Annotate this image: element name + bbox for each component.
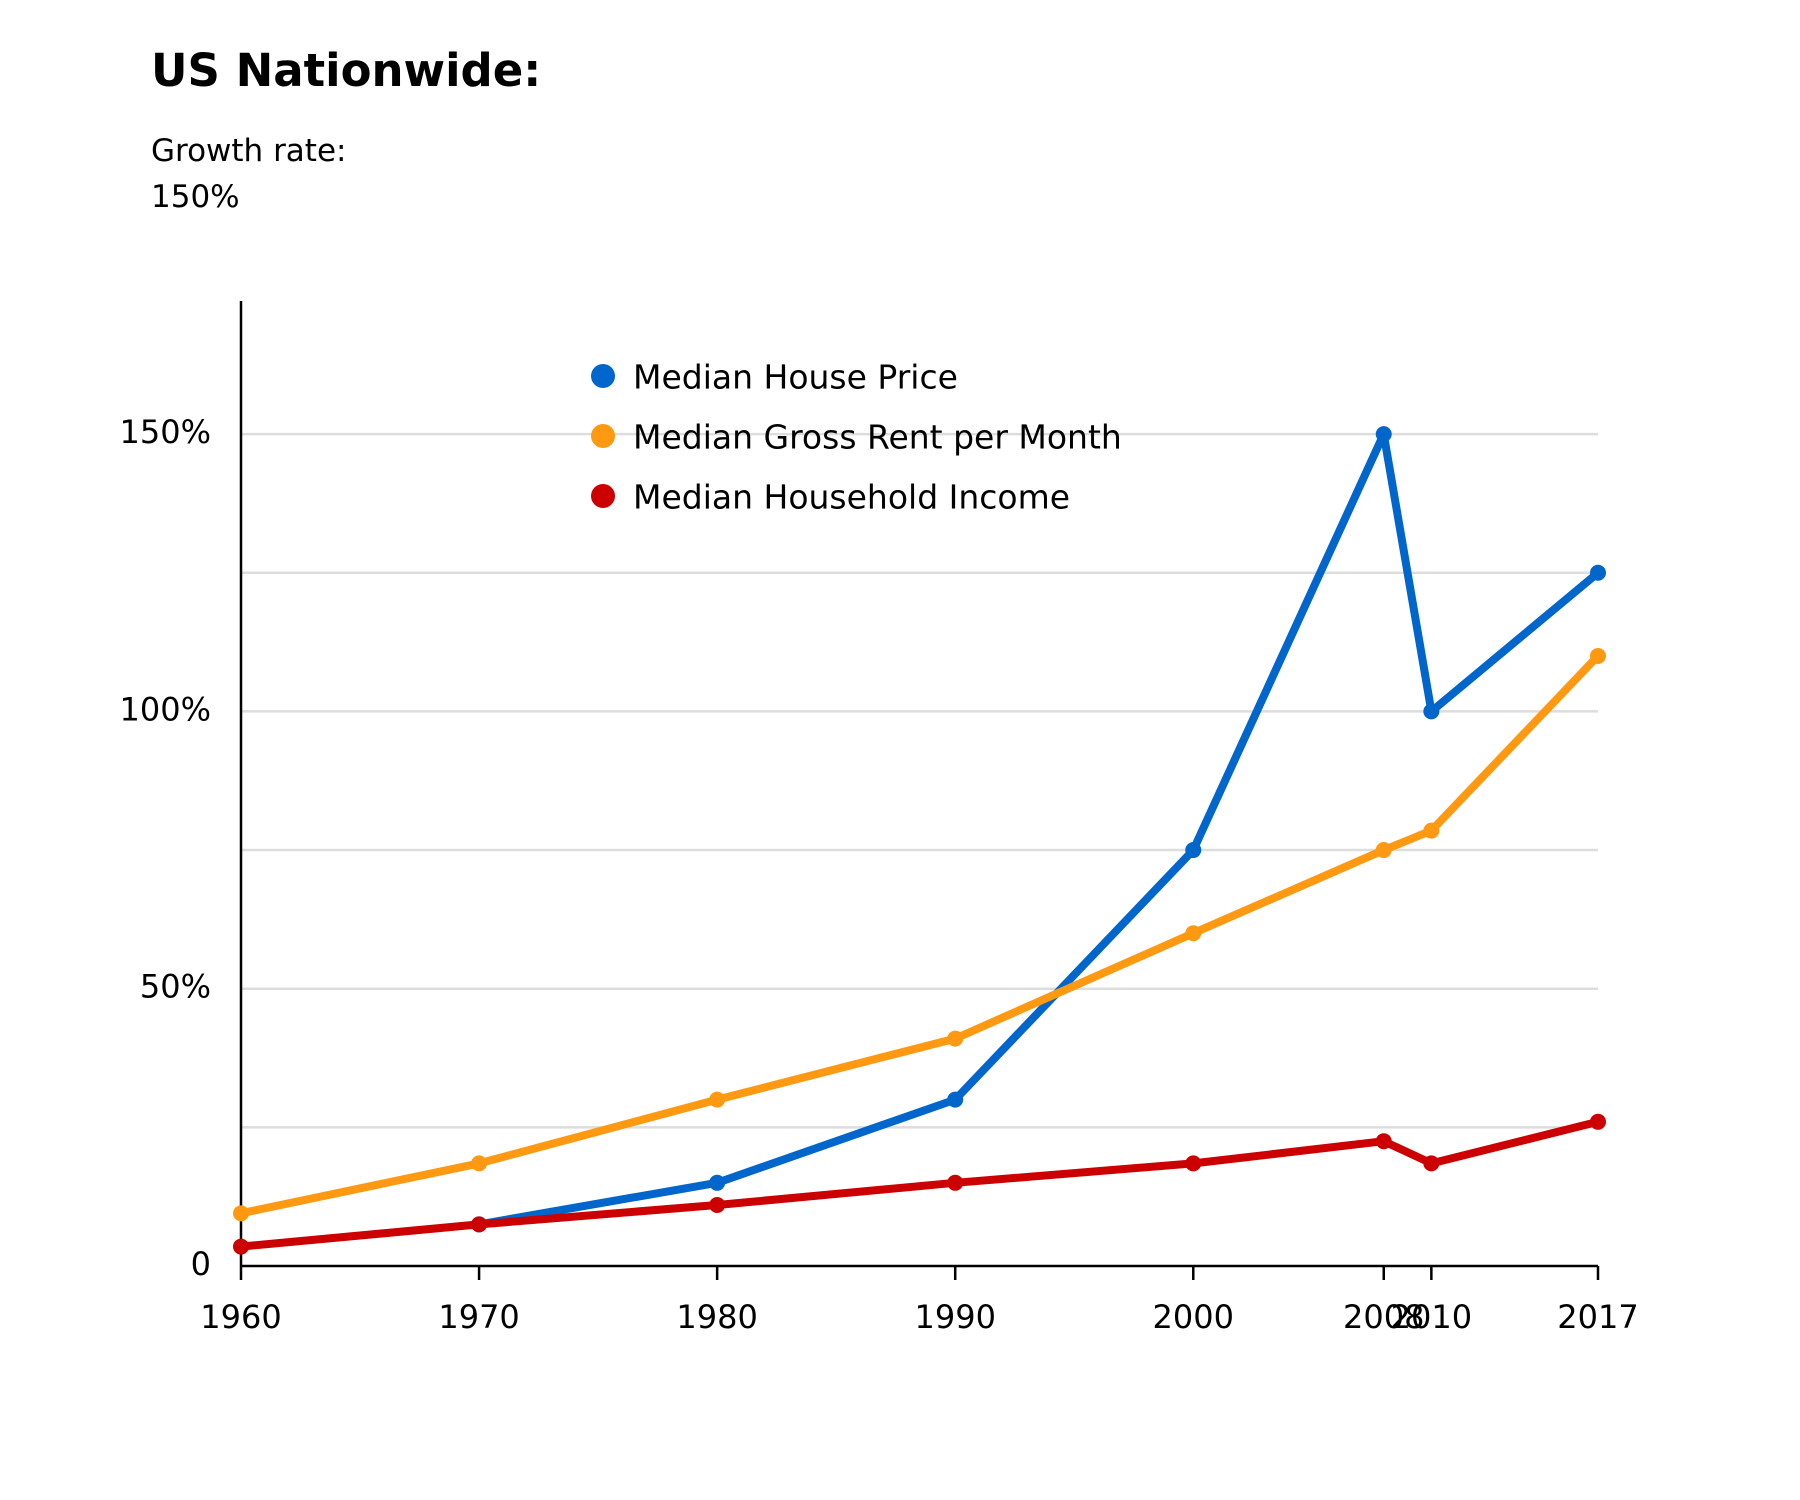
axes: 0 50% 100% 150% 1960 1970 1980 1990 2000 20082010… (120, 301, 1639, 1336)
legend-label-0: Median House Price (633, 358, 958, 397)
x-tick-label-4: 2000 (1153, 1298, 1234, 1336)
series-line-2 (237, 1117, 1602, 1251)
y-tick-label-3: 150% (120, 413, 211, 451)
x-tick-label-3: 1990 (914, 1298, 995, 1336)
x-tick-label-0: 1960 (200, 1298, 281, 1336)
data-point-1-4 (1185, 925, 1202, 942)
data-point-1-0 (233, 1205, 249, 1222)
chart-subtitle-value: 150% (151, 179, 240, 215)
y-tick-label-2: 100% (120, 690, 211, 728)
data-point-2-2 (709, 1196, 726, 1213)
data-point-0-6 (1590, 564, 1606, 581)
data-point-0-4 (1375, 426, 1392, 443)
legend: Median House Price Median Gross Rent per … (591, 358, 1122, 517)
data-point-2-3 (947, 1174, 964, 1191)
data-point-1-2 (709, 1091, 726, 1108)
legend-label-2: Median Household Income (633, 478, 1070, 517)
data-point-1-3 (947, 1030, 964, 1047)
legend-marker-2 (591, 484, 615, 508)
x-tick-label-5: 2008 (1343, 1298, 1424, 1336)
data-point-0-3 (1185, 842, 1202, 859)
chart-subtitle: Growth rate: (151, 133, 347, 169)
data-point-2-7 (1590, 1113, 1606, 1130)
data-point-2-4 (1185, 1155, 1202, 1172)
data-point-2-5 (1375, 1133, 1392, 1150)
grid-lines (241, 432, 1598, 1129)
data-point-0-2 (947, 1091, 964, 1108)
data-point-1-7 (1590, 647, 1606, 664)
series-line-1 (237, 651, 1602, 1218)
data-point-1-5 (1375, 842, 1392, 859)
x-tick-label-7: 2017 (1557, 1298, 1638, 1336)
data-point-1-1 (471, 1155, 488, 1172)
y-tick-label-0: 0 (191, 1245, 211, 1283)
legend-label-1: Median Gross Rent per Month (633, 418, 1122, 457)
data-point-0-1 (709, 1174, 726, 1191)
x-tick-label-1: 1970 (438, 1298, 519, 1336)
data-point-2-1 (471, 1216, 488, 1233)
data-point-0-5 (1423, 703, 1440, 720)
chart-title: US Nationwide: (151, 44, 542, 97)
series-lines (233, 426, 1606, 1255)
x-tick-label-2: 1980 (676, 1298, 757, 1336)
x-tick-label-6: 2010 (1391, 1298, 1472, 1336)
legend-marker-0 (591, 364, 615, 388)
data-point-1-6 (1423, 822, 1440, 839)
y-tick-label-1: 50% (140, 968, 211, 1006)
data-point-2-6 (1423, 1155, 1440, 1172)
data-point-2-0 (233, 1238, 249, 1255)
legend-marker-1 (591, 424, 615, 448)
